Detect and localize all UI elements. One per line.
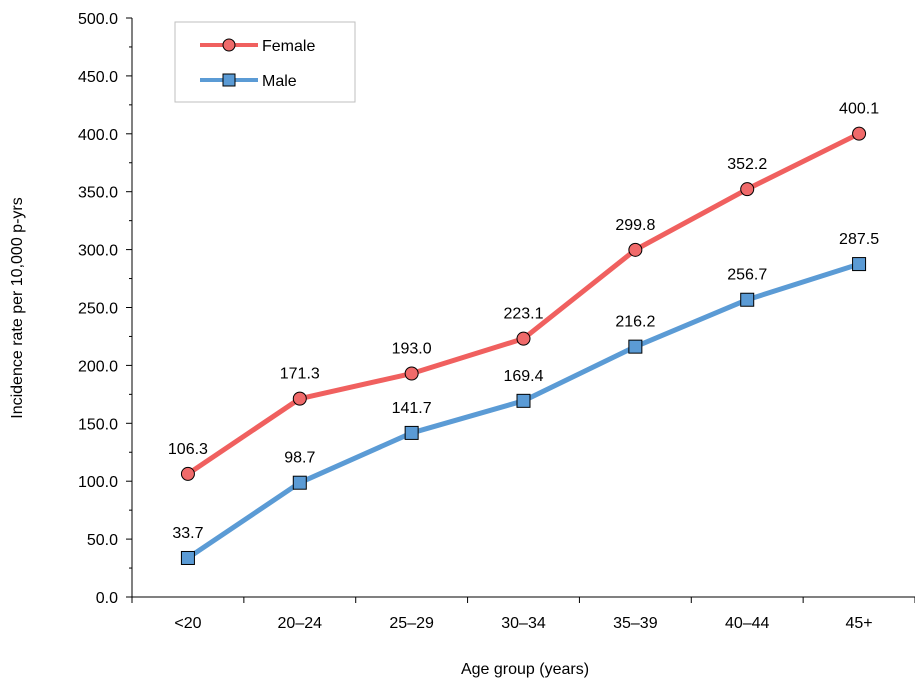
y-tick-label: 300.0 xyxy=(78,243,118,260)
legend-label-male: Male xyxy=(262,73,297,90)
x-tick-label: 20–24 xyxy=(278,615,323,632)
data-point-female xyxy=(180,466,195,481)
data-label-female: 106.3 xyxy=(168,441,208,458)
data-label-male: 98.7 xyxy=(284,450,315,467)
data-point-female xyxy=(404,366,419,381)
data-label-female: 400.1 xyxy=(839,101,879,118)
data-point-male xyxy=(292,475,307,490)
data-label-male: 216.2 xyxy=(615,314,655,331)
data-point-female xyxy=(852,126,867,141)
data-point-female xyxy=(628,242,643,257)
data-label-female: 223.1 xyxy=(503,306,543,323)
data-label-male: 33.7 xyxy=(172,525,203,542)
series-layer xyxy=(180,126,867,565)
data-label-female: 299.8 xyxy=(615,217,655,234)
y-tick-label: 500.0 xyxy=(78,11,118,28)
x-tick-label: 25–29 xyxy=(389,615,434,632)
x-tick-label: <20 xyxy=(174,615,201,632)
y-tick-label: 200.0 xyxy=(78,358,118,375)
data-point-female xyxy=(740,182,755,197)
data-point-female xyxy=(516,331,531,346)
y-tick-label: 100.0 xyxy=(78,474,118,491)
x-tick-label: 45+ xyxy=(846,615,873,632)
x-axis-title: Age group (years) xyxy=(461,661,589,678)
legend-marker-female xyxy=(222,38,236,52)
data-point-female xyxy=(292,391,307,406)
legend: Female Male xyxy=(174,21,356,103)
legend-box xyxy=(174,21,356,103)
data-point-male xyxy=(404,425,419,440)
legend-label-female: Female xyxy=(262,38,315,55)
data-point-male xyxy=(516,393,531,408)
data-label-male: 141.7 xyxy=(392,400,432,417)
data-label-male: 169.4 xyxy=(503,368,543,385)
series-line-female xyxy=(185,131,862,477)
data-label-male: 287.5 xyxy=(839,231,879,248)
data-point-male xyxy=(740,292,755,307)
data-point-male xyxy=(628,339,643,354)
x-tick-label: 35–39 xyxy=(613,615,658,632)
y-tick-label: 250.0 xyxy=(78,301,118,318)
axes: 0.0 50.0 100.0 150.0 200.0 250.0 300.0 350.0 400… xyxy=(78,11,915,632)
y-tick-label: 150.0 xyxy=(78,416,118,433)
y-tick-label: 350.0 xyxy=(78,185,118,202)
y-tick-label: 0.0 xyxy=(96,590,118,607)
data-labels: 106.3 171.3 193.0 223.1 299.8 352.2 400.1 33.7 9… xyxy=(168,101,879,542)
y-tick-label: 50.0 xyxy=(87,532,118,549)
data-label-female: 193.0 xyxy=(392,341,432,358)
data-label-female: 352.2 xyxy=(727,156,767,173)
data-point-male xyxy=(852,257,867,272)
data-label-female: 171.3 xyxy=(280,366,320,383)
data-point-male xyxy=(180,550,195,565)
y-tick-label: 400.0 xyxy=(78,127,118,144)
data-label-male: 256.7 xyxy=(727,267,767,284)
x-tick-label: 30–34 xyxy=(501,615,546,632)
y-axis-title: Incidence rate per 10,000 p-yrs xyxy=(9,197,26,418)
legend-marker-male xyxy=(222,73,236,87)
x-tick-label: 40–44 xyxy=(725,615,770,632)
y-tick-label: 450.0 xyxy=(78,69,118,86)
